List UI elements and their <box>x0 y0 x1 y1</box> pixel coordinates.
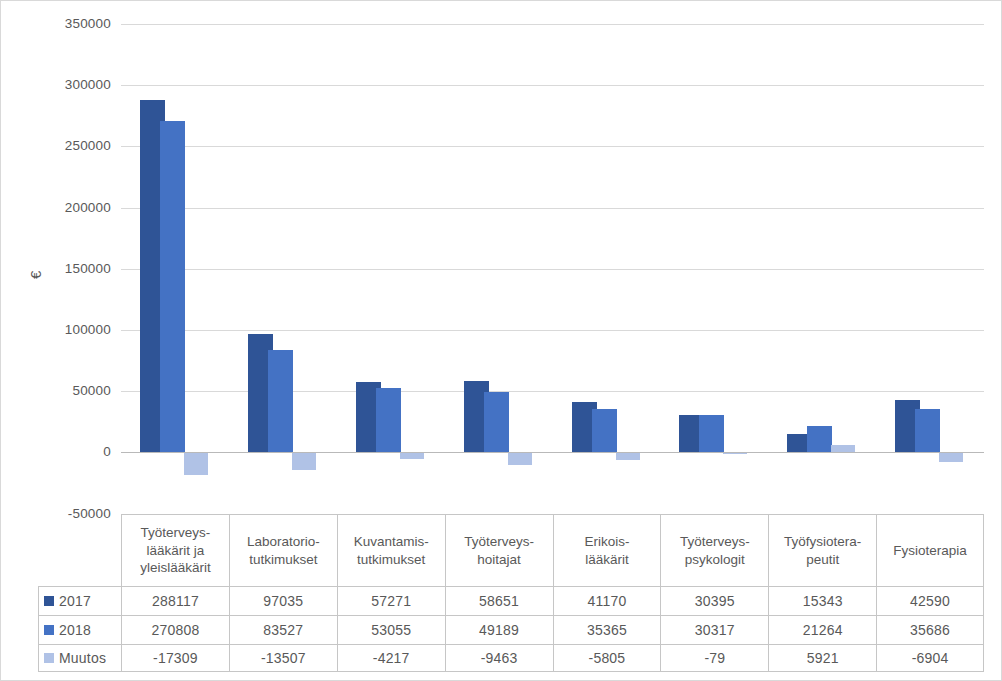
table-value-cell: 42590 <box>876 586 984 615</box>
y-tick-label: 300000 <box>21 77 111 93</box>
bar-2018-3 <box>484 392 509 452</box>
table-value-cell: -9463 <box>445 644 553 672</box>
y-tick-label: 50000 <box>21 383 111 399</box>
table-value-cell: 41170 <box>553 586 661 615</box>
data-table-body: 2017 288117970355727158651411703039515343… <box>38 586 984 672</box>
legend-series-name: 2017 <box>59 593 91 609</box>
bar-2018-0 <box>160 121 185 453</box>
bar-2018-4 <box>592 409 617 452</box>
bar-muutos-3 <box>508 453 532 465</box>
table-column-header: Laboratorio- tutkimukset <box>229 514 337 586</box>
table-column-header: Erikois- lääkärit <box>553 514 661 586</box>
gridline <box>121 24 984 25</box>
bar-2018-5 <box>699 415 724 452</box>
bar-2018-6 <box>807 426 832 452</box>
table-value-cell: 35686 <box>876 615 984 644</box>
y-tick-label: 0 <box>21 444 111 460</box>
table-value-cell: 57271 <box>337 586 445 615</box>
bar-muutos-1 <box>292 453 316 470</box>
gridline <box>121 85 984 86</box>
bar-muutos-0 <box>184 453 208 474</box>
data-table-header-row: Työterveys- lääkärit ja yleislääkäritLab… <box>121 514 984 586</box>
legend-row-label: 2018 <box>38 615 121 644</box>
table-value-cell: 58651 <box>445 586 553 615</box>
table-value-cell: -6904 <box>876 644 984 672</box>
legend-swatch-icon <box>44 653 54 663</box>
table-column-header: Työterveys- hoitajat <box>445 514 553 586</box>
bar-muutos-2 <box>400 453 424 458</box>
table-value-cell: 15343 <box>768 586 876 615</box>
bar-chart-with-data-table: € 35000030000025000020000015000010000050… <box>0 0 1002 681</box>
table-value-cell: 270808 <box>121 615 229 644</box>
bar-2018-2 <box>376 388 401 453</box>
legend-series-name: 2018 <box>59 622 91 638</box>
table-value-cell: 5921 <box>768 644 876 672</box>
legend-series-name: Muutos <box>59 650 106 666</box>
table-value-cell: 53055 <box>337 615 445 644</box>
bar-muutos-6 <box>831 445 855 452</box>
table-value-cell: 35365 <box>553 615 661 644</box>
y-tick-label: 350000 <box>21 16 111 32</box>
legend-swatch-icon <box>44 596 54 606</box>
bar-muutos-7 <box>939 453 963 462</box>
bar-2018-7 <box>915 409 940 453</box>
y-tick-label: 200000 <box>21 200 111 216</box>
legend-row-label: 2017 <box>38 586 121 615</box>
y-tick-label: -50000 <box>21 506 111 522</box>
table-column-header: Fysioterapia <box>876 514 984 586</box>
table-value-cell: -79 <box>660 644 768 672</box>
zero-axis-line <box>121 452 984 453</box>
bar-muutos-4 <box>616 453 640 460</box>
table-value-cell: -5805 <box>553 644 661 672</box>
table-value-cell: 30395 <box>660 586 768 615</box>
table-value-cell: -13507 <box>229 644 337 672</box>
y-tick-label: 150000 <box>21 261 111 277</box>
gridline <box>121 146 984 147</box>
gridline <box>121 208 984 209</box>
table-value-cell: 30317 <box>660 615 768 644</box>
gridline <box>121 330 984 331</box>
gridline <box>121 269 984 270</box>
table-column-header: Kuvantamis- tutkimukset <box>337 514 445 586</box>
y-tick-label: 250000 <box>21 138 111 154</box>
table-column-header: Työterveys- psykologit <box>660 514 768 586</box>
legend-row-label: Muutos <box>38 644 121 672</box>
table-column-header: Työfysiotera- peutit <box>768 514 876 586</box>
table-column-header: Työterveys- lääkärit ja yleislääkärit <box>121 514 229 586</box>
table-value-cell: -17309 <box>121 644 229 672</box>
legend-swatch-icon <box>44 625 54 635</box>
table-value-cell: 97035 <box>229 586 337 615</box>
table-value-cell: 83527 <box>229 615 337 644</box>
bar-2018-1 <box>268 350 293 452</box>
table-value-cell: 49189 <box>445 615 553 644</box>
table-value-cell: -4217 <box>337 644 445 672</box>
y-tick-label: 100000 <box>21 322 111 338</box>
table-value-cell: 288117 <box>121 586 229 615</box>
table-value-cell: 21264 <box>768 615 876 644</box>
